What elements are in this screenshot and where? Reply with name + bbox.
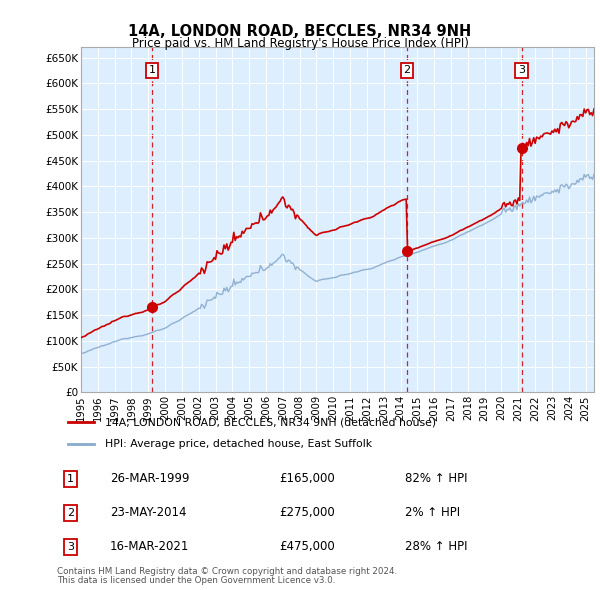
Text: £165,000: £165,000: [279, 472, 335, 486]
Text: 2% ↑ HPI: 2% ↑ HPI: [406, 506, 461, 519]
Text: 1: 1: [67, 474, 74, 484]
Text: 26-MAR-1999: 26-MAR-1999: [110, 472, 190, 486]
Text: 14A, LONDON ROAD, BECCLES, NR34 9NH: 14A, LONDON ROAD, BECCLES, NR34 9NH: [128, 24, 472, 38]
Text: £275,000: £275,000: [279, 506, 335, 519]
Text: 3: 3: [67, 542, 74, 552]
Text: Contains HM Land Registry data © Crown copyright and database right 2024.: Contains HM Land Registry data © Crown c…: [57, 566, 397, 576]
Text: 14A, LONDON ROAD, BECCLES, NR34 9NH (detached house): 14A, LONDON ROAD, BECCLES, NR34 9NH (det…: [104, 417, 436, 427]
Text: HPI: Average price, detached house, East Suffolk: HPI: Average price, detached house, East…: [104, 439, 371, 449]
Text: 28% ↑ HPI: 28% ↑ HPI: [406, 540, 468, 553]
Text: 2: 2: [403, 65, 410, 76]
Text: 82% ↑ HPI: 82% ↑ HPI: [406, 472, 468, 486]
Text: 3: 3: [518, 65, 525, 76]
Text: This data is licensed under the Open Government Licence v3.0.: This data is licensed under the Open Gov…: [57, 576, 335, 585]
Text: 1: 1: [149, 65, 155, 76]
Text: £475,000: £475,000: [279, 540, 335, 553]
Text: Price paid vs. HM Land Registry's House Price Index (HPI): Price paid vs. HM Land Registry's House …: [131, 37, 469, 50]
Text: 16-MAR-2021: 16-MAR-2021: [110, 540, 189, 553]
Text: 2: 2: [67, 508, 74, 518]
Text: 23-MAY-2014: 23-MAY-2014: [110, 506, 187, 519]
